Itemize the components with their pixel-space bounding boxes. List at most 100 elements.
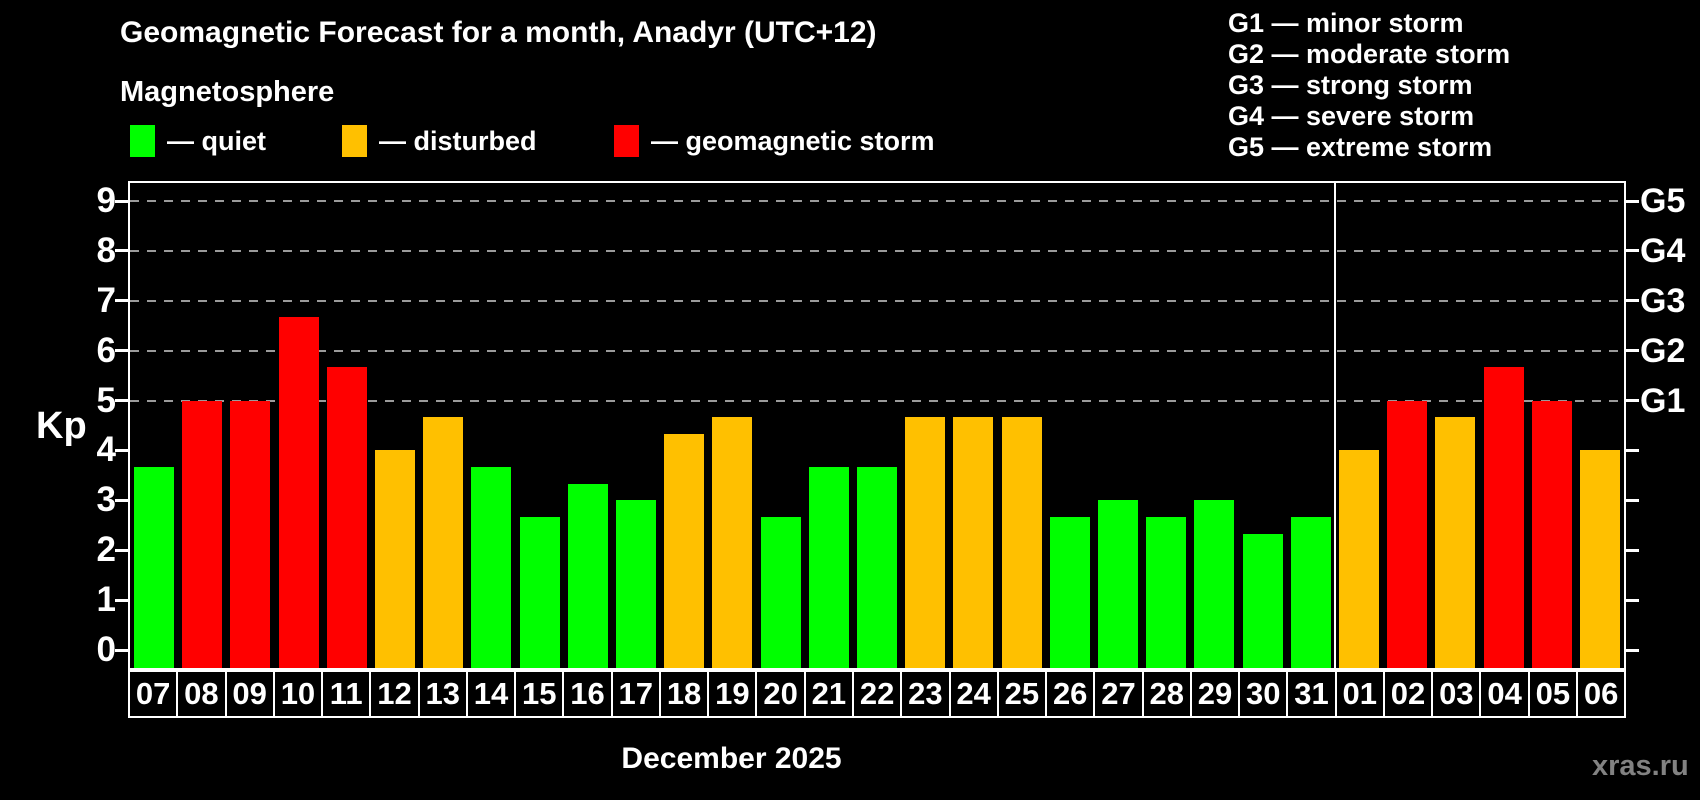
storm-scale-g2: G2 — moderate storm [1228, 39, 1511, 69]
day-label-31: 31 [1286, 670, 1337, 718]
day-label-14: 14 [465, 670, 517, 718]
kp-bar-day-28 [1146, 516, 1187, 668]
day-label-08: 08 [176, 670, 227, 718]
legend-item-quiet: — quiet [130, 121, 266, 161]
kp-bar-day-12 [375, 450, 416, 668]
y-tick-label-7: 7 [96, 280, 116, 320]
day-label-16: 16 [562, 670, 613, 718]
magnetosphere-label: Magnetosphere [120, 76, 335, 108]
tick-left-kp4 [115, 448, 128, 452]
tick-right-kp3 [1626, 498, 1639, 502]
day-label-06: 06 [1575, 670, 1627, 718]
tick-right-kp6 [1626, 349, 1639, 353]
day-label-24: 24 [948, 670, 999, 718]
tick-right-kp8 [1626, 249, 1639, 253]
chart-title: Geomagnetic Forecast for a month, Anadyr… [120, 16, 877, 49]
y-tick-label-5: 5 [96, 380, 116, 420]
tick-left-kp7 [115, 299, 128, 303]
gridline-kp5 [130, 399, 1624, 402]
kp-bar-day-18 [664, 433, 705, 668]
gridline-kp8 [130, 249, 1624, 252]
gridline-kp7 [130, 299, 1624, 302]
y-tick-label-1: 1 [96, 580, 116, 620]
day-label-28: 28 [1141, 670, 1192, 718]
y-axis-title: Kp [36, 405, 87, 447]
kp-bar-day-22 [857, 466, 897, 668]
y-tick-label-2: 2 [96, 530, 116, 570]
storm-swatch-icon [614, 125, 639, 157]
day-label-11: 11 [321, 670, 372, 718]
day-label-23: 23 [900, 670, 951, 718]
watermark: xras.ru [1592, 750, 1689, 782]
kp-bar-day-27 [1097, 500, 1138, 668]
kp-bar-day-09 [230, 400, 271, 668]
kp-bar-day-08 [182, 400, 223, 668]
tick-left-kp9 [115, 199, 128, 203]
right-axis-label-g1: G1 [1640, 381, 1686, 420]
kp-bar-day-07 [134, 466, 175, 668]
day-label-22: 22 [851, 670, 903, 718]
storm-scale-g4: G4 — severe storm [1228, 101, 1475, 131]
tick-left-kp0 [115, 648, 128, 652]
kp-bar-day-19 [712, 417, 753, 668]
day-label-12: 12 [369, 670, 420, 718]
kp-bar-day-13 [423, 417, 464, 668]
kp-bar-day-16 [567, 483, 608, 668]
storm-scale-g5: G5 — extreme storm [1228, 132, 1493, 162]
day-label-01: 01 [1334, 670, 1385, 718]
kp-bar-day-04 [1483, 367, 1524, 668]
legend-label-storm: — geomagnetic storm [651, 125, 935, 156]
kp-bar-day-17 [616, 500, 657, 668]
kp-bar-day-15 [519, 516, 560, 668]
storm-scale-legend: G1 — minor storm G2 — moderate storm G3 … [1228, 8, 1510, 163]
day-label-21: 21 [803, 670, 854, 718]
day-label-18: 18 [658, 670, 710, 718]
kp-bar-day-14 [471, 466, 512, 668]
legend-item-storm: — geomagnetic storm [614, 121, 935, 161]
month-label: December 2025 [621, 742, 842, 775]
kp-bar-day-24 [953, 417, 994, 668]
day-label-15: 15 [514, 670, 565, 718]
right-axis-label-g2: G2 [1640, 331, 1686, 370]
tick-right-kp9 [1626, 199, 1639, 203]
day-label-17: 17 [610, 670, 661, 718]
y-tick-label-9: 9 [96, 181, 116, 220]
tick-left-kp3 [115, 498, 128, 502]
gridline-kp6 [130, 349, 1624, 352]
kp-bar-day-21 [808, 466, 849, 668]
quiet-swatch-icon [130, 125, 155, 157]
kp-bar-day-01 [1338, 450, 1379, 668]
right-axis-label-g4: G4 [1640, 231, 1686, 270]
tick-left-kp1 [115, 598, 128, 602]
day-label-09: 09 [224, 670, 275, 718]
y-tick-label-6: 6 [96, 330, 116, 370]
month-divider-line [1333, 183, 1336, 668]
plot-area [115, 181, 1639, 670]
tick-right-kp1 [1626, 598, 1639, 602]
day-label-03: 03 [1431, 670, 1482, 718]
kp-bar-day-29 [1194, 500, 1235, 668]
right-axis-label-g5: G5 [1640, 182, 1686, 220]
kp-bar-day-31 [1290, 516, 1331, 668]
day-label-07: 07 [128, 670, 179, 718]
legend-label-quiet: — quiet [167, 125, 266, 156]
kp-bar-day-30 [1242, 533, 1283, 668]
day-label-05: 05 [1527, 670, 1578, 718]
day-label-13: 13 [417, 670, 468, 718]
gridline-kp9 [130, 200, 1624, 202]
day-label-04: 04 [1479, 670, 1530, 718]
day-label-20: 20 [755, 670, 806, 718]
tick-right-kp2 [1626, 548, 1639, 552]
kp-bar-day-25 [1001, 417, 1042, 668]
tick-right-kp7 [1626, 299, 1639, 303]
kp-bar-day-06 [1579, 450, 1620, 668]
kp-bar-day-20 [760, 516, 801, 668]
day-label-10: 10 [272, 670, 324, 718]
storm-scale-g3: G3 — strong storm [1228, 70, 1473, 100]
tick-left-kp6 [115, 349, 128, 353]
legend-item-disturbed: — disturbed [342, 121, 537, 161]
tick-left-kp5 [115, 399, 128, 403]
tick-left-kp8 [115, 249, 128, 253]
tick-right-kp4 [1626, 448, 1639, 452]
